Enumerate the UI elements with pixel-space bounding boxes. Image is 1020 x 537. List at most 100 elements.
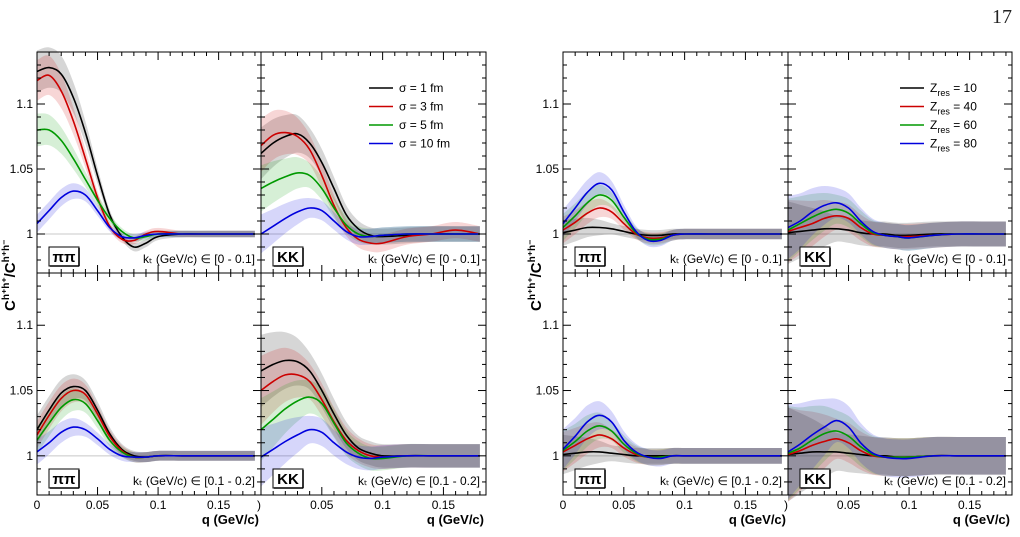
- panel-sigma-pipi-kt-high: 1 1.05 1.1 0 0.05 0.1 0.15q (GeV/c) ππ kₜ (GeV/c…: [10, 272, 262, 527]
- y-tick-label: 1.1: [16, 318, 33, 332]
- y-axis-title: Ch⁺h⁺/Ch⁺h⁻: [1, 240, 19, 311]
- kt-range-label: kₜ (GeV/c) ∈ [0 - 0.1]: [894, 252, 1006, 266]
- uncertainty-band: [37, 47, 255, 252]
- panel-zres-kk-kt-low: KK kₜ (GeV/c) ∈ [0 - 0.1]: [787, 51, 1013, 274]
- species-label: ππ: [579, 249, 602, 266]
- uncertainty-band: [788, 407, 1006, 502]
- y-tick-label: 1: [552, 227, 559, 241]
- legend-entry: σ = 1 fm: [399, 81, 443, 95]
- kt-range-label: kₜ (GeV/c) ∈ [0 - 0.1]: [670, 252, 782, 266]
- uncertainty-band: [261, 379, 480, 471]
- x-tick-label: 0.1: [901, 498, 918, 512]
- panel-sigma-kk-kt-low: KK kₜ (GeV/c) ∈ [0 - 0.1]: [260, 51, 487, 274]
- species-label: KK: [277, 249, 299, 266]
- panel-frame: [260, 272, 487, 496]
- legend-entry: σ = 3 fm: [399, 100, 443, 114]
- legend-entry: Zres = 40: [930, 100, 977, 117]
- x-axis-label: q (GeV/c): [953, 512, 1010, 527]
- species-label: ππ: [579, 471, 602, 488]
- kt-range-label: kₜ (GeV/c) ∈ [0 - 0.1]: [143, 252, 255, 266]
- uncertainty-band: [563, 184, 782, 246]
- panel-zres-pipi-kt-low: 1 1.05 1.1 ππ kₜ (GeV/c) ∈ [0 - 0.1]: [536, 51, 789, 274]
- uncertainty-band: [37, 418, 255, 465]
- uncertainty-band: [37, 113, 255, 242]
- legend-entry: Zres = 10: [930, 81, 977, 98]
- x-tick-label: 0.05: [612, 498, 636, 512]
- series-line-3: [562, 414, 782, 460]
- uncertainty-band: [261, 347, 480, 469]
- x-axis-label: q (GeV/c): [729, 512, 786, 527]
- y-tick-label: 1: [26, 449, 33, 463]
- uncertainty-band: [563, 198, 782, 244]
- y-tick-label: 1: [26, 227, 33, 241]
- uncertainty-band: [563, 217, 782, 246]
- uncertainty-band: [261, 198, 480, 254]
- y-tick-label: 1.05: [536, 162, 560, 176]
- x-axis-label: q (GeV/c): [427, 512, 484, 527]
- uncertainty-band: [37, 55, 255, 245]
- kt-range-label: kₜ (GeV/c) ∈ [0.1 - 0.2]: [884, 474, 1006, 488]
- legend-entry: Zres = 60: [930, 118, 977, 135]
- legend-sigma: σ = 1 fm σ = 3 fm σ = 5 fm σ = 10 fm: [369, 81, 450, 151]
- y-tick-label: 1.05: [536, 384, 560, 398]
- kt-range-label: kₜ (GeV/c) ∈ [0 - 0.1]: [368, 252, 480, 266]
- series-line-3: [260, 428, 480, 460]
- x-tick-label: 0.05: [310, 498, 334, 512]
- panel-zres-kk-kt-high: ) 0.05 0.1 0.15q (GeV/c) KK kₜ (GeV/c) ∈ [0.1…: [784, 272, 1013, 527]
- x-tick-label: 0.1: [374, 498, 391, 512]
- x-tick-label: 0.15: [207, 498, 231, 512]
- uncertainty-band: [261, 331, 480, 468]
- series-line-3: [787, 419, 1006, 460]
- y-tick-label: 1: [552, 449, 559, 463]
- uncertainty-band: [563, 401, 782, 470]
- x-tick-label: 0.1: [150, 498, 167, 512]
- species-label: KK: [804, 249, 826, 266]
- legend-entry: σ = 5 fm: [399, 118, 443, 132]
- uncertainty-band: [261, 415, 480, 487]
- uncertainty-band: [37, 374, 255, 463]
- uncertainty-band: [788, 407, 1006, 502]
- y-tick-label: 1.1: [16, 97, 33, 111]
- x-tick-label: 0.05: [86, 498, 110, 512]
- x-tick-label: 0: [560, 498, 567, 512]
- page-number: 17: [992, 6, 1012, 28]
- x-tick-label: 0.15: [432, 498, 456, 512]
- panel-sigma-kk-kt-high: ) 0.05 0.1 0.15q (GeV/c) KK kₜ (GeV/c) ∈ [0.1…: [257, 272, 487, 527]
- series-line-3: [36, 426, 255, 459]
- x-tick-label: 0.15: [734, 498, 758, 512]
- uncertainty-band: [563, 422, 782, 472]
- series-line-3: [787, 201, 1006, 239]
- y-axis-title: Ch⁺h⁺/Ch⁺h⁻: [527, 240, 545, 311]
- species-label: KK: [804, 471, 826, 488]
- panel-zres-pipi-kt-high: 1 1.05 1.1 0 0.05 0.1 0.15q (GeV/c) ππ kₜ (GeV/c…: [536, 272, 789, 527]
- uncertainty-band: [788, 405, 1006, 501]
- x-axis-label: q (GeV/c): [202, 512, 259, 527]
- uncertainty-band: [563, 434, 782, 475]
- y-tick-label: 1.05: [10, 384, 34, 398]
- series-line-3: [36, 190, 255, 239]
- uncertainty-band: [261, 114, 480, 245]
- kt-range-label: kₜ (GeV/c) ∈ [0.1 - 0.2]: [133, 474, 255, 488]
- uncertainty-band: [37, 183, 255, 242]
- x-tick-label: 0.1: [676, 498, 693, 512]
- panel-sigma-pipi-kt-low: 1 1.05 1.1 ππ kₜ (GeV/c) ∈ [0 - 0.1]: [10, 47, 262, 274]
- species-label: KK: [277, 471, 299, 488]
- legend-entry: Zres = 80: [930, 137, 977, 154]
- kt-range-label: kₜ (GeV/c) ∈ [0.1 - 0.2]: [660, 474, 782, 488]
- x-tick-label: ): [784, 498, 788, 512]
- uncertainty-band: [37, 388, 255, 463]
- y-tick-label: 1.05: [10, 162, 34, 176]
- x-tick-label: 0.05: [837, 498, 861, 512]
- y-tick-label: 1.1: [542, 318, 559, 332]
- series-line-3: [260, 207, 480, 238]
- uncertainty-band: [261, 109, 480, 253]
- species-label: ππ: [53, 249, 76, 266]
- x-tick-label: ): [257, 498, 261, 512]
- x-tick-label: 0.15: [958, 498, 982, 512]
- kt-range-label: kₜ (GeV/c) ∈ [0.1 - 0.2]: [358, 474, 480, 488]
- species-label: ππ: [53, 471, 76, 488]
- y-tick-label: 1.1: [542, 97, 559, 111]
- uncertainty-band: [261, 157, 480, 245]
